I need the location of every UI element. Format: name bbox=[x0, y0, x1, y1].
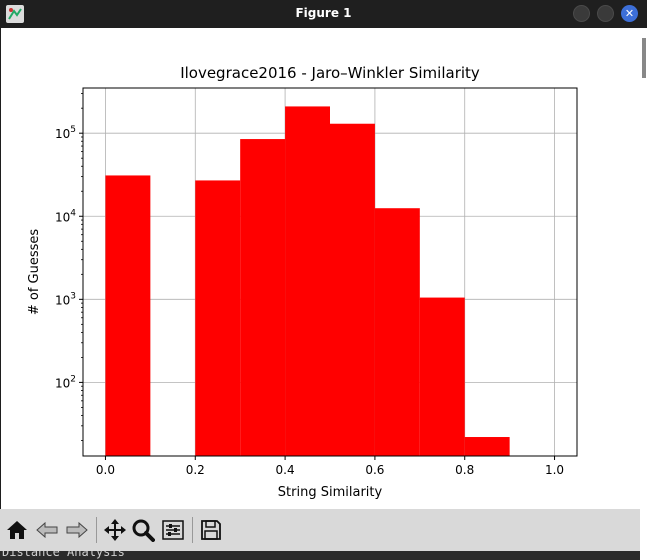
y-tick-label: 105 bbox=[55, 125, 76, 141]
minimize-button[interactable] bbox=[573, 5, 590, 22]
window-title: Figure 1 bbox=[295, 6, 352, 20]
axes-frame bbox=[82, 87, 578, 457]
close-icon: ✕ bbox=[624, 7, 635, 20]
x-axis-label: String Similarity bbox=[278, 485, 383, 500]
save-button[interactable] bbox=[198, 517, 224, 543]
chart-title: Ilovegrace2016 - Jaro–Winkler Similarity bbox=[180, 64, 480, 82]
scrollbar-thumb[interactable] bbox=[642, 38, 646, 78]
histogram-bar bbox=[105, 175, 151, 456]
x-tick-label: 0.2 bbox=[186, 463, 205, 477]
maximize-button[interactable] bbox=[597, 5, 614, 22]
window-titlebar: Figure 1 ✕ bbox=[0, 0, 647, 28]
histogram-bar bbox=[419, 297, 465, 456]
back-button[interactable] bbox=[34, 517, 60, 543]
y-tick-label: 104 bbox=[55, 208, 76, 224]
terminal-strip: Distance Analysis bbox=[0, 551, 640, 560]
close-button[interactable]: ✕ bbox=[621, 5, 638, 22]
axis-ticks: 0.0 0.2 0.4 0.6 0.8 1.0 102 103 104 105 bbox=[55, 93, 564, 477]
forward-button[interactable] bbox=[64, 517, 90, 543]
terminal-text: Distance Analysis bbox=[2, 551, 125, 559]
pan-icon bbox=[104, 519, 126, 541]
histogram-bar bbox=[285, 106, 330, 456]
x-tick-label: 0.0 bbox=[96, 463, 115, 477]
navigation-toolbar bbox=[0, 509, 640, 551]
x-tick-label: 0.4 bbox=[276, 463, 295, 477]
histogram-chart: 0.0 0.2 0.4 0.6 0.8 1.0 102 103 104 105 Ilovegrac… bbox=[27, 64, 578, 500]
home-button[interactable] bbox=[4, 517, 30, 543]
zoom-icon bbox=[132, 519, 155, 542]
histogram-bar bbox=[374, 208, 420, 456]
toolbar-separator bbox=[192, 517, 193, 543]
histogram-bar bbox=[464, 437, 510, 456]
histogram-bar bbox=[330, 123, 375, 457]
app-icon bbox=[6, 5, 24, 23]
histogram-bars bbox=[105, 106, 510, 457]
x-tick-label: 1.0 bbox=[545, 463, 564, 477]
y-axis-label: # of Guesses bbox=[27, 229, 42, 316]
back-arrow-icon bbox=[36, 521, 58, 539]
figure-canvas[interactable]: 0.0 0.2 0.4 0.6 0.8 1.0 102 103 104 105 Ilovegrac… bbox=[1, 28, 640, 509]
zoom-button[interactable] bbox=[130, 517, 156, 543]
save-icon bbox=[201, 520, 221, 540]
window-right-edge bbox=[640, 28, 647, 560]
home-icon bbox=[7, 521, 27, 539]
configure-subplots-icon bbox=[162, 520, 184, 540]
histogram-bar bbox=[240, 139, 286, 457]
x-tick-label: 0.8 bbox=[455, 463, 474, 477]
pan-button[interactable] bbox=[102, 517, 128, 543]
x-tick-label: 0.6 bbox=[365, 463, 384, 477]
y-tick-label: 103 bbox=[55, 291, 76, 307]
y-tick-label: 102 bbox=[55, 374, 76, 390]
toolbar-separator bbox=[96, 517, 97, 543]
configure-subplots-button[interactable] bbox=[160, 517, 186, 543]
forward-arrow-icon bbox=[66, 521, 88, 539]
histogram-bar bbox=[195, 180, 241, 456]
